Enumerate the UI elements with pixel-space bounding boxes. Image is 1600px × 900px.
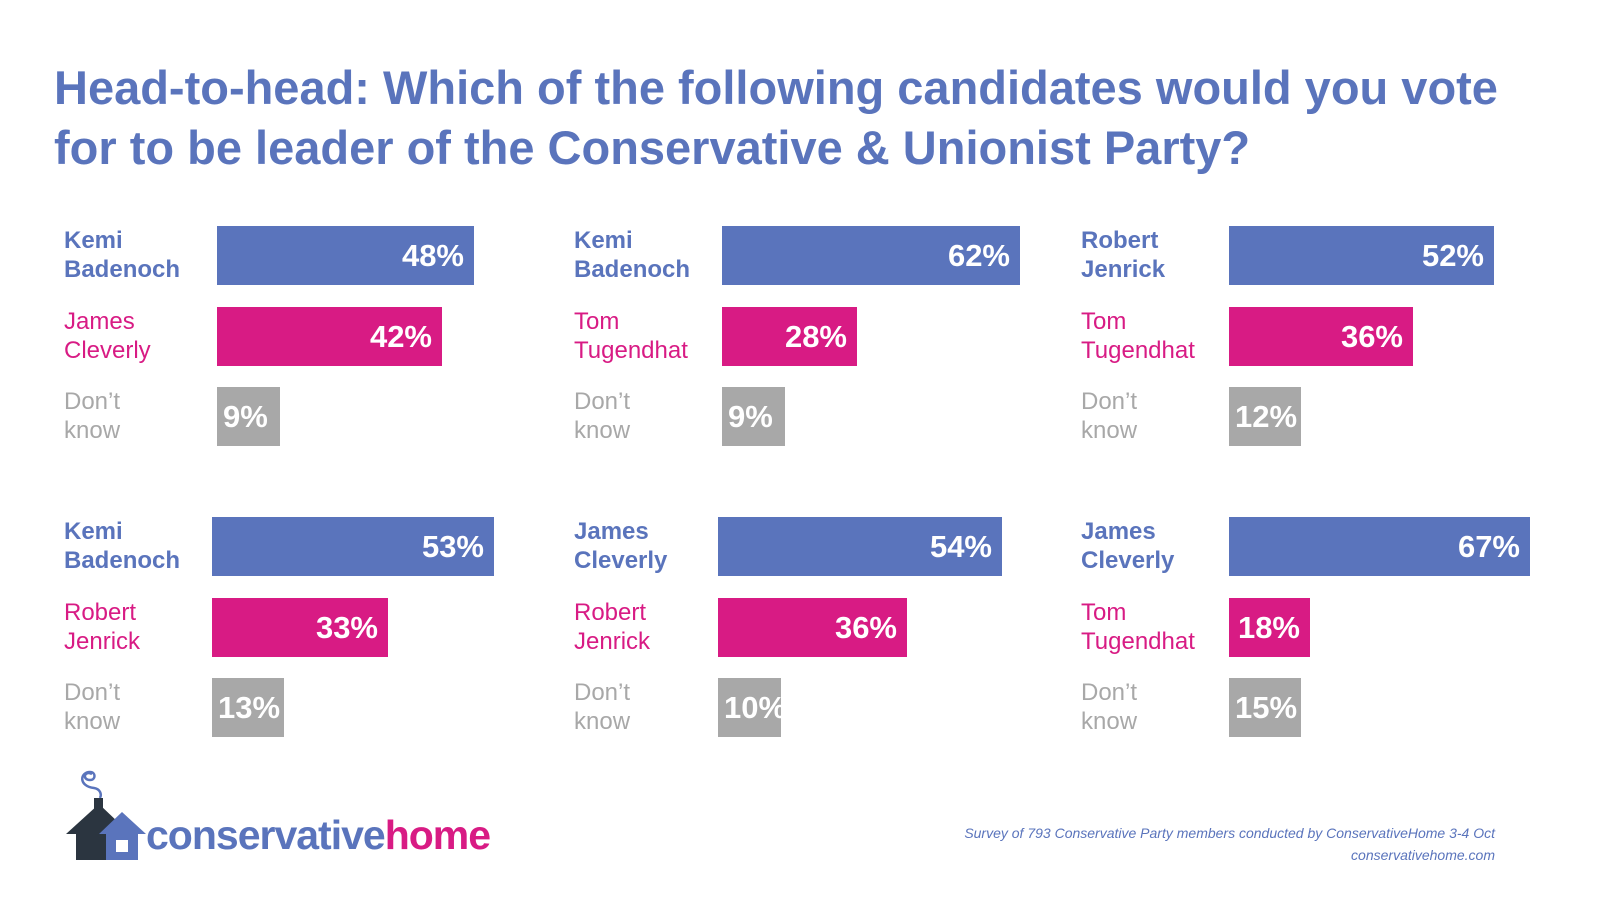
category-label-line: Tugendhat <box>1081 628 1195 655</box>
category-label-line: Don’t <box>64 679 121 706</box>
category-label-line: Tugendhat <box>1081 337 1195 364</box>
bar: 10% <box>718 678 786 737</box>
category-label: Tom Tugendhat <box>574 307 688 365</box>
logo-house-icon <box>66 768 146 868</box>
category-label: Tom Tugendhat <box>1081 598 1195 656</box>
category-label-line: know <box>574 708 631 735</box>
category-label-line: Badenoch <box>64 256 181 283</box>
category-label-line: know <box>64 417 121 444</box>
data-label: 36% <box>834 610 897 645</box>
category-label: Don’t know <box>1081 387 1137 445</box>
bar: 9% <box>722 387 785 446</box>
category-label-line: Don’t <box>1081 388 1138 415</box>
category-label-line: Tom <box>574 308 620 335</box>
category-label: Don’t know <box>574 678 630 736</box>
category-label-line: know <box>64 708 121 735</box>
category-label-line: Cleverly <box>1081 547 1175 574</box>
category-label: James Cleverly <box>1081 517 1174 575</box>
site-url: conservativehome.com <box>1351 847 1495 863</box>
category-label-line: Jenrick <box>64 628 141 655</box>
bar: 33% <box>212 598 388 657</box>
category-label-line: James <box>1081 518 1156 545</box>
bar: 28% <box>722 307 857 366</box>
data-label: 9% <box>223 399 268 434</box>
category-label-line: know <box>574 417 631 444</box>
bar: 52% <box>1229 226 1494 285</box>
data-label: 54% <box>929 529 992 564</box>
category-label: Robert Jenrick <box>1081 226 1165 284</box>
category-label: Kemi Badenoch <box>574 226 690 284</box>
data-label: 10% <box>724 690 787 725</box>
category-label: James Cleverly <box>64 307 151 365</box>
category-label: Don’t know <box>574 387 630 445</box>
category-label: Kemi Badenoch <box>64 517 180 575</box>
category-label-line: Kemi <box>574 227 633 254</box>
data-label: 9% <box>728 399 773 434</box>
category-label-line: Tom <box>1081 599 1127 626</box>
source-note: Survey of 793 Conservative Party members… <box>964 822 1495 866</box>
category-label: Don’t know <box>64 387 120 445</box>
data-label: 42% <box>369 319 432 354</box>
category-label: Don’t know <box>1081 678 1137 736</box>
data-label: 53% <box>421 529 484 564</box>
category-label-line: Jenrick <box>574 628 651 655</box>
category-label-line: Cleverly <box>574 547 668 574</box>
bar: 48% <box>217 226 474 285</box>
bar: 67% <box>1229 517 1530 576</box>
category-label-line: know <box>1081 417 1138 444</box>
category-label-line: Don’t <box>574 679 631 706</box>
bar: 42% <box>217 307 442 366</box>
data-label: 28% <box>784 319 847 354</box>
bar: 13% <box>212 678 284 737</box>
source-text: Survey of 793 Conservative Party members… <box>964 825 1495 841</box>
category-label-line: Tom <box>1081 308 1127 335</box>
bar: 53% <box>212 517 494 576</box>
category-label-line: James <box>574 518 649 545</box>
category-label: James Cleverly <box>574 517 667 575</box>
category-label-line: know <box>1081 708 1138 735</box>
bar: 15% <box>1229 678 1301 737</box>
category-label-line: Tugendhat <box>574 337 688 364</box>
category-label-line: Don’t <box>64 388 121 415</box>
data-label: 12% <box>1235 399 1298 434</box>
category-label-line: Jenrick <box>1081 256 1166 283</box>
bar: 12% <box>1229 387 1301 446</box>
category-label-line: Robert <box>64 599 137 626</box>
category-label: Don’t know <box>64 678 120 736</box>
data-label: 33% <box>315 610 378 645</box>
logo-wordmark: conservativehome <box>146 812 491 858</box>
category-label: Kemi Badenoch <box>64 226 180 284</box>
bar: 54% <box>718 517 1002 576</box>
category-label: Robert Jenrick <box>64 598 140 656</box>
data-label: 36% <box>1340 319 1403 354</box>
bar: 18% <box>1229 598 1310 657</box>
chart-title: Head-to-head: Which of the following can… <box>54 61 1498 174</box>
category-label-line: Cleverly <box>64 337 151 364</box>
category-label-line: Robert <box>574 599 647 626</box>
category-label-line: Robert <box>1081 227 1159 254</box>
category-label-line: Kemi <box>64 518 123 545</box>
bar: 36% <box>1229 307 1413 366</box>
bar: 9% <box>217 387 280 446</box>
category-label-line: Badenoch <box>574 256 691 283</box>
data-label: 15% <box>1235 690 1298 725</box>
category-label-line: Badenoch <box>64 547 181 574</box>
category-label-line: James <box>64 308 135 335</box>
category-label: Tom Tugendhat <box>1081 307 1195 365</box>
data-label: 48% <box>401 238 464 273</box>
category-label: Robert Jenrick <box>574 598 650 656</box>
data-label: 18% <box>1237 610 1300 645</box>
category-label-line: Kemi <box>64 227 123 254</box>
data-label: 62% <box>947 238 1010 273</box>
category-label-line: Don’t <box>1081 679 1138 706</box>
data-label: 52% <box>1421 238 1484 273</box>
bar: 36% <box>718 598 907 657</box>
data-label: 67% <box>1457 529 1520 564</box>
category-label-line: Don’t <box>574 388 631 415</box>
bar: 62% <box>722 226 1020 285</box>
data-label: 13% <box>218 690 281 725</box>
